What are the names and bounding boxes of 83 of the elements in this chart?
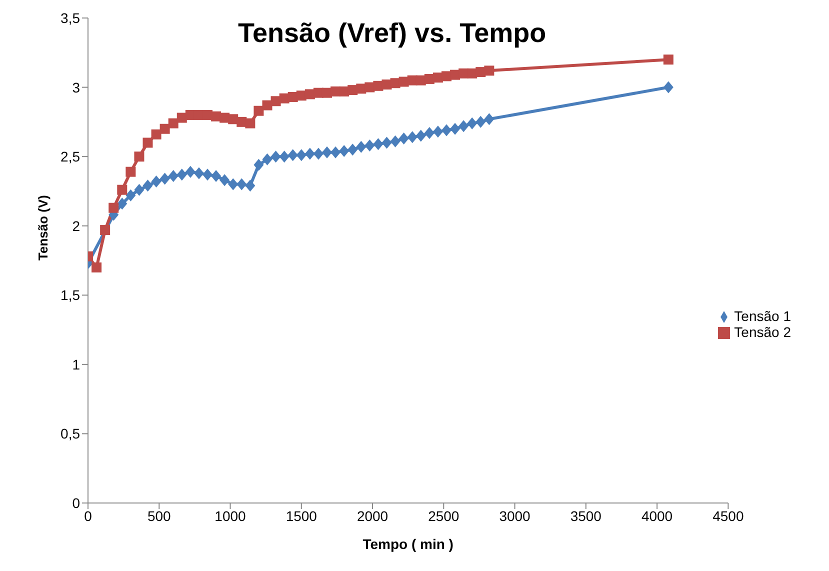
point bbox=[339, 145, 350, 158]
legend-label: Tensão 2 bbox=[734, 324, 791, 340]
point bbox=[279, 150, 290, 163]
point bbox=[356, 140, 366, 153]
x-tick-label: 2500 bbox=[428, 508, 460, 524]
point bbox=[441, 124, 452, 136]
y-tick-label: 1 bbox=[72, 356, 80, 372]
point bbox=[296, 149, 306, 162]
point bbox=[126, 166, 136, 177]
point bbox=[390, 135, 400, 148]
point bbox=[450, 122, 460, 135]
point bbox=[262, 100, 272, 110]
point bbox=[185, 166, 196, 178]
y-axis-title: Tensão (V) bbox=[36, 195, 51, 260]
point bbox=[151, 129, 162, 140]
point bbox=[476, 116, 486, 128]
x-tick-label: 0 bbox=[84, 508, 92, 524]
point bbox=[142, 138, 153, 148]
x-tick-label: 4000 bbox=[641, 508, 673, 524]
point bbox=[382, 136, 392, 149]
point bbox=[151, 176, 162, 188]
point bbox=[304, 148, 315, 160]
y-tick-label: 3,5 bbox=[60, 10, 80, 26]
point bbox=[484, 66, 494, 76]
point bbox=[416, 130, 426, 142]
point bbox=[398, 132, 409, 145]
x-tick-label: 3000 bbox=[499, 508, 531, 524]
point bbox=[663, 54, 674, 65]
point bbox=[245, 118, 256, 128]
point bbox=[134, 184, 144, 196]
point bbox=[288, 149, 298, 162]
point bbox=[254, 158, 264, 171]
point bbox=[92, 262, 102, 272]
point bbox=[220, 174, 230, 186]
point bbox=[168, 170, 178, 182]
point bbox=[484, 113, 494, 126]
point bbox=[160, 172, 170, 185]
point bbox=[117, 184, 128, 195]
point bbox=[245, 180, 256, 192]
point bbox=[467, 117, 478, 130]
point bbox=[254, 106, 264, 116]
point bbox=[134, 152, 144, 162]
point bbox=[126, 189, 136, 202]
y-tick-label: 0,5 bbox=[60, 426, 80, 442]
y-tick-label: 1,5 bbox=[60, 287, 80, 304]
y-tick-label: 2,5 bbox=[60, 148, 80, 165]
point bbox=[322, 146, 332, 158]
y-tick-label: 3 bbox=[72, 79, 80, 96]
x-axis-title: Tempo ( min ) bbox=[362, 536, 454, 552]
chart-title: Tensão (Vref) vs. Tempo bbox=[238, 18, 546, 49]
point bbox=[458, 120, 469, 132]
point bbox=[202, 168, 212, 181]
x-tick-label: 2000 bbox=[356, 508, 388, 524]
point bbox=[364, 139, 375, 152]
y-tick-label: 0 bbox=[72, 494, 80, 511]
point bbox=[236, 178, 247, 190]
point bbox=[262, 153, 272, 166]
point bbox=[228, 178, 238, 190]
point bbox=[160, 124, 170, 134]
point bbox=[211, 170, 222, 182]
point bbox=[100, 225, 110, 236]
x-tick-label: 1000 bbox=[214, 508, 246, 524]
point bbox=[142, 180, 153, 192]
point bbox=[407, 131, 418, 144]
point bbox=[373, 138, 384, 150]
legend-label: Tensão 1 bbox=[734, 308, 791, 324]
point bbox=[168, 118, 178, 128]
x-tick-label: 3500 bbox=[570, 508, 602, 524]
point bbox=[108, 202, 119, 213]
x-tick-label: 4500 bbox=[712, 508, 744, 524]
point bbox=[117, 198, 128, 210]
x-tick-label: 1500 bbox=[286, 508, 318, 524]
point bbox=[432, 126, 443, 138]
y-tick-label: 2 bbox=[72, 218, 80, 234]
x-tick-label: 500 bbox=[147, 508, 172, 524]
point bbox=[348, 144, 358, 156]
point bbox=[424, 127, 434, 140]
point bbox=[330, 146, 341, 158]
point bbox=[313, 148, 324, 160]
point bbox=[194, 167, 204, 180]
point bbox=[176, 168, 187, 181]
point bbox=[663, 81, 674, 94]
point bbox=[270, 150, 281, 163]
